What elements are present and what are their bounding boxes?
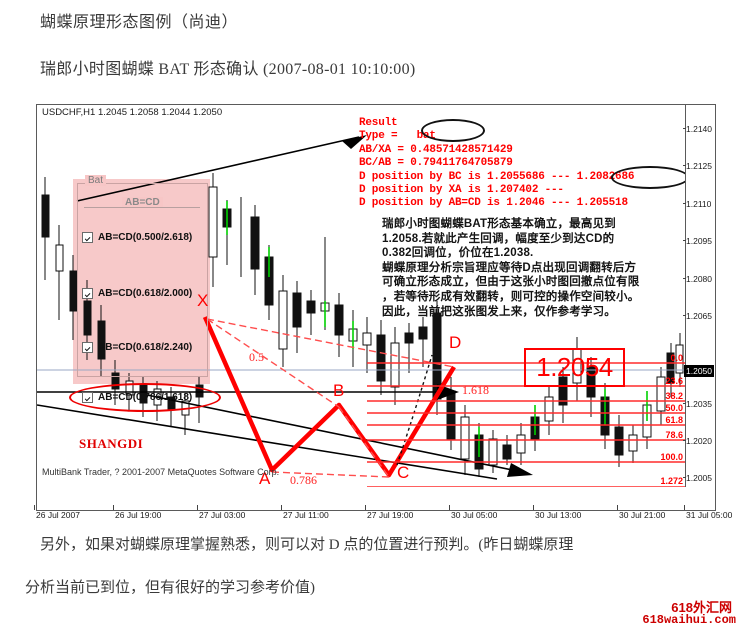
point-label-d: D: [449, 333, 462, 352]
time-tick-5: 30 Jul 05:00: [448, 505, 498, 520]
time-tick-8: 31 Jul 05:00: [683, 505, 733, 520]
fib-label-618: 61.8: [665, 415, 683, 425]
quote-line: USDCHF,H1 1.2045 1.2058 1.2044 1.2050: [42, 107, 223, 118]
chart-signature: SHANGDI: [79, 436, 144, 451]
price-tick-5: 1.2065: [683, 311, 712, 321]
indicator-legend-bat: Bat: [85, 175, 107, 186]
highlight-ellipse-abcd-786: [69, 383, 221, 412]
footer-line-2: 分析当前已到位，但有很好的学习参考价值): [25, 580, 315, 596]
indicator-group-box: [77, 183, 208, 377]
result-text-block: Result Type = bat AB/XA = 0.485714285714…: [359, 117, 635, 210]
checkbox-icon[interactable]: [82, 342, 93, 353]
price-tick-1: 1.2125: [683, 161, 712, 171]
chart-frame: USDCHF,H1 1.2045 1.2058 1.2044 1.2050: [36, 104, 716, 511]
price-tick-4: 1.2080: [683, 274, 712, 284]
highlight-ellipse-d-price: [611, 166, 685, 189]
point-label-c: C: [397, 463, 410, 482]
projection-dashed: [396, 354, 433, 466]
checkbox-label: AB=CD(0.618/2.000): [98, 288, 193, 299]
price-tick-2: 1.2110: [682, 199, 712, 209]
point-label-x: X: [197, 291, 209, 310]
indicator-legend-abcd: AB=CD: [122, 197, 163, 208]
fib-label-1272: 1.272: [660, 476, 683, 486]
price-axis[interactable]: 1.2140 1.2125 1.2110 1.2095 1.2080 1.206…: [682, 105, 714, 487]
price-tick-8: 1.2020: [683, 436, 712, 446]
page-subtitle: 瑞郎小时图蝴蝶 BAT 形态确认 (2007-08-01 10:10:00): [40, 61, 416, 78]
point-label-a: A: [259, 469, 271, 487]
time-axis[interactable]: 26 Jul 2007 26 Jul 19:00 27 Jul 03:00 27…: [34, 505, 732, 526]
ratio-label-1618: 1.618: [462, 383, 489, 397]
current-price-tag: 1.2050: [684, 365, 714, 377]
annotation-arrows: [37, 135, 533, 480]
checkbox-icon[interactable]: [82, 232, 93, 243]
checkbox-row-abcd-500-2618[interactable]: AB=CD(0.500/2.618): [82, 232, 192, 243]
chart-copyright: MultiBank Trader, ? 2001-2007 MetaQuotes…: [42, 467, 280, 477]
checkbox-row-abcd-618-2240[interactable]: AB=CD(0.618/2.240): [82, 342, 192, 353]
d-price-value: 1.2054: [536, 352, 613, 382]
time-tick-4: 27 Jul 19:00: [364, 505, 414, 520]
ratio-label-0786: 0.786: [290, 473, 317, 487]
time-tick-0: 26 Jul 2007: [34, 505, 80, 520]
ratio-guides: [206, 318, 455, 478]
green-ticks: [226, 201, 648, 457]
price-tick-3: 1.2095: [683, 236, 712, 246]
price-tick-9: 1.2005: [683, 473, 712, 483]
fib-label-1000: 100.0: [660, 452, 683, 462]
checkbox-label: AB=CD(0.500/2.618): [98, 232, 193, 243]
footer-line-1: 另外，如果对蝴蝶原理掌握熟悉，则可以对 D 点的位置进行预判。(昨日蝴蝶原理: [40, 537, 574, 553]
time-tick-3: 27 Jul 11:00: [281, 505, 329, 520]
fib-label-500: 50.0: [665, 403, 683, 413]
watermark-cn: 618外汇网: [671, 600, 732, 615]
highlight-ellipse-bat-type: [421, 119, 485, 142]
fib-label-786: 78.6: [665, 430, 683, 440]
checkbox-label: AB=CD(0.618/2.240): [98, 342, 193, 353]
commentary-text-block: 瑞郎小时图蝴蝶BAT形态基本确立，最高见到 1.2058.若就此产生回调，幅度至…: [382, 218, 640, 318]
indicator-divider: [84, 207, 200, 208]
indicator-panel-background: [73, 179, 210, 384]
xabcd-pattern: [202, 316, 456, 478]
d-price-callout: 1.2054: [524, 348, 625, 387]
page-title: 蝴蝶原理形态图例（尚迪）: [40, 14, 239, 31]
fib-label-0: 0.0: [670, 353, 683, 363]
time-tick-6: 30 Jul 13:00: [532, 505, 582, 520]
price-tick-7: 1.2035: [683, 399, 712, 409]
checkbox-icon[interactable]: [82, 288, 93, 299]
watermark-url: 618waihui.com: [642, 613, 736, 627]
time-tick-1: 26 Jul 19:00: [112, 505, 162, 520]
price-tick-0: 1.2140: [683, 124, 712, 134]
ratio-label-05: 0.5: [249, 350, 264, 364]
fib-label-236: 23.6: [665, 376, 683, 386]
point-label-b: B: [333, 381, 345, 400]
checkbox-row-abcd-618-2000[interactable]: AB=CD(0.618/2.000): [82, 288, 192, 299]
chart-plot-area[interactable]: USDCHF,H1 1.2045 1.2058 1.2044 1.2050: [37, 105, 686, 487]
fib-label-382: 38.2: [665, 391, 683, 401]
time-tick-2: 27 Jul 03:00: [196, 505, 246, 520]
time-tick-7: 30 Jul 21:00: [616, 505, 666, 520]
